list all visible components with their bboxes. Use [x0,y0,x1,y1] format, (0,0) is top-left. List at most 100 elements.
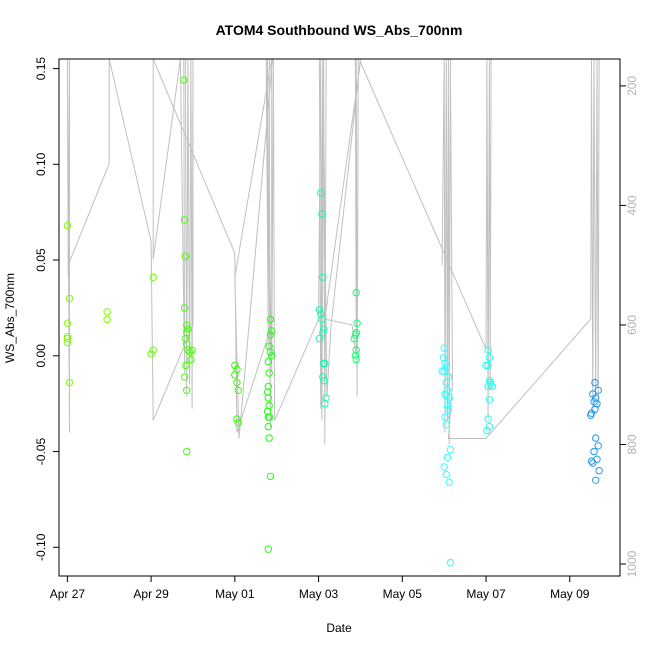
data-point [315,306,324,314]
data-point [438,367,446,375]
data-point [485,422,494,431]
data-point [442,470,450,479]
data-point [351,331,360,339]
data-point [149,346,157,354]
data-point [321,359,329,368]
data-point [234,386,242,394]
data-point [319,325,328,333]
data-point [595,467,603,475]
data-point [485,354,494,362]
data-point [443,386,452,394]
data-point [149,273,157,281]
right-tick-label: 1000 [625,550,639,577]
data-points-layer [63,76,603,567]
y-axis-title: WS_Abs_700nm [3,273,17,363]
data-point [442,378,450,387]
data-point [180,373,189,381]
data-point [263,388,272,396]
data-point [233,378,241,387]
data-point [65,378,74,387]
altitude-track-layer [66,58,600,445]
data-point [442,421,450,429]
data-point [442,363,450,371]
data-point [351,352,360,360]
data-point [183,321,191,329]
data-point [183,447,191,456]
x-tick-label: May 03 [299,587,339,601]
x-tick-label: May 01 [215,587,255,601]
data-point [319,273,327,281]
data-point [318,315,326,324]
data-point [446,558,455,567]
data-point [231,371,239,379]
data-point [233,415,241,423]
data-point [188,346,196,354]
data-point [264,545,272,553]
data-point [63,319,72,327]
x-tick-label: Apr 29 [133,587,169,601]
data-point [264,382,272,391]
data-point [265,413,274,421]
data-point [444,405,453,414]
data-point [594,386,602,394]
data-point [445,478,453,486]
data-point [441,359,449,368]
data-point [484,361,492,370]
data-point [184,346,192,354]
data-point [440,344,448,352]
y-tick-label: 0.10 [34,152,48,176]
y-tick-label: 0.05 [34,248,48,272]
y-tick-label: -0.05 [34,438,48,466]
data-point [592,476,600,484]
data-point [352,288,360,297]
data-point [320,377,328,385]
right-tick-label: 600 [625,315,639,335]
data-point [265,369,273,377]
y-tick-label: -0.10 [34,533,48,561]
data-point [231,361,239,370]
data-point [180,304,189,312]
data-point [484,415,492,423]
data-point [63,221,72,230]
plot-frame [58,58,621,577]
data-point [483,426,491,435]
data-point [592,434,600,442]
data-point [443,401,452,410]
data-point [183,386,191,394]
data-point [147,350,155,358]
data-point [266,315,275,324]
x-tick-label: May 07 [466,587,506,601]
data-point [65,294,74,303]
data-point [321,400,329,408]
data-point [443,453,452,461]
x-axis: Apr 27 Apr 29 May 01 May 03 May 05 May 07 May … [50,576,590,601]
data-point [445,394,453,402]
data-point [234,419,242,427]
data-point [487,380,495,389]
data-point [63,334,72,343]
data-point [482,361,490,370]
data-point [264,394,272,402]
data-point [63,332,72,341]
data-point [319,329,327,337]
data-point [266,472,275,481]
data-point [63,338,72,347]
data-point [268,327,276,335]
data-point [180,216,189,224]
data-point [587,457,596,465]
right-tick-label: 800 [625,434,639,454]
data-point [587,411,595,419]
data-point [488,382,496,391]
data-point [352,346,360,354]
right-tick-label: 200 [625,76,639,96]
data-point [184,325,192,333]
data-point [591,378,599,387]
data-point [591,405,599,414]
y-tick-label: 0.00 [34,344,48,368]
data-point [446,445,455,454]
data-point [350,334,358,343]
data-point [187,355,195,364]
data-point [485,396,494,404]
data-point [484,346,492,354]
